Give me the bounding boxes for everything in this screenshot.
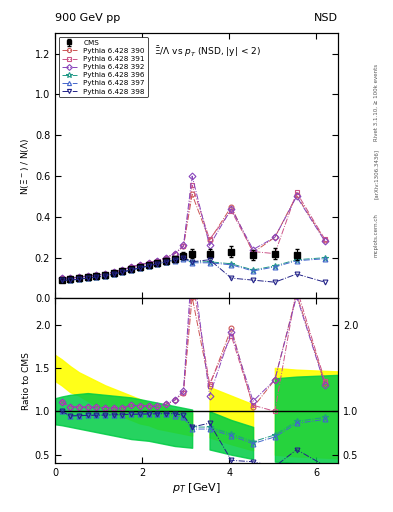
Y-axis label: Ratio to CMS: Ratio to CMS — [22, 352, 31, 410]
Text: Rivet 3.1.10, ≥ 100k events: Rivet 3.1.10, ≥ 100k events — [374, 64, 379, 141]
Text: mcplots.cern.ch: mcplots.cern.ch — [374, 214, 379, 258]
Text: NSD: NSD — [314, 13, 338, 23]
Legend: CMS, Pythia 6.428 390, Pythia 6.428 391, Pythia 6.428 392, Pythia 6.428 396, Pyt: CMS, Pythia 6.428 390, Pythia 6.428 391,… — [59, 37, 148, 97]
Text: $\bar{\Xi}/\Lambda$ vs $p_T$ (NSD, |y| < 2): $\bar{\Xi}/\Lambda$ vs $p_T$ (NSD, |y| <… — [154, 44, 261, 59]
Y-axis label: N($\Xi^-$) / N($\Lambda$): N($\Xi^-$) / N($\Lambda$) — [18, 137, 31, 195]
Text: [arXiv:1306.3436]: [arXiv:1306.3436] — [374, 149, 379, 199]
Text: 900 GeV pp: 900 GeV pp — [55, 13, 120, 23]
X-axis label: $p_T$ [GeV]: $p_T$ [GeV] — [172, 481, 221, 495]
